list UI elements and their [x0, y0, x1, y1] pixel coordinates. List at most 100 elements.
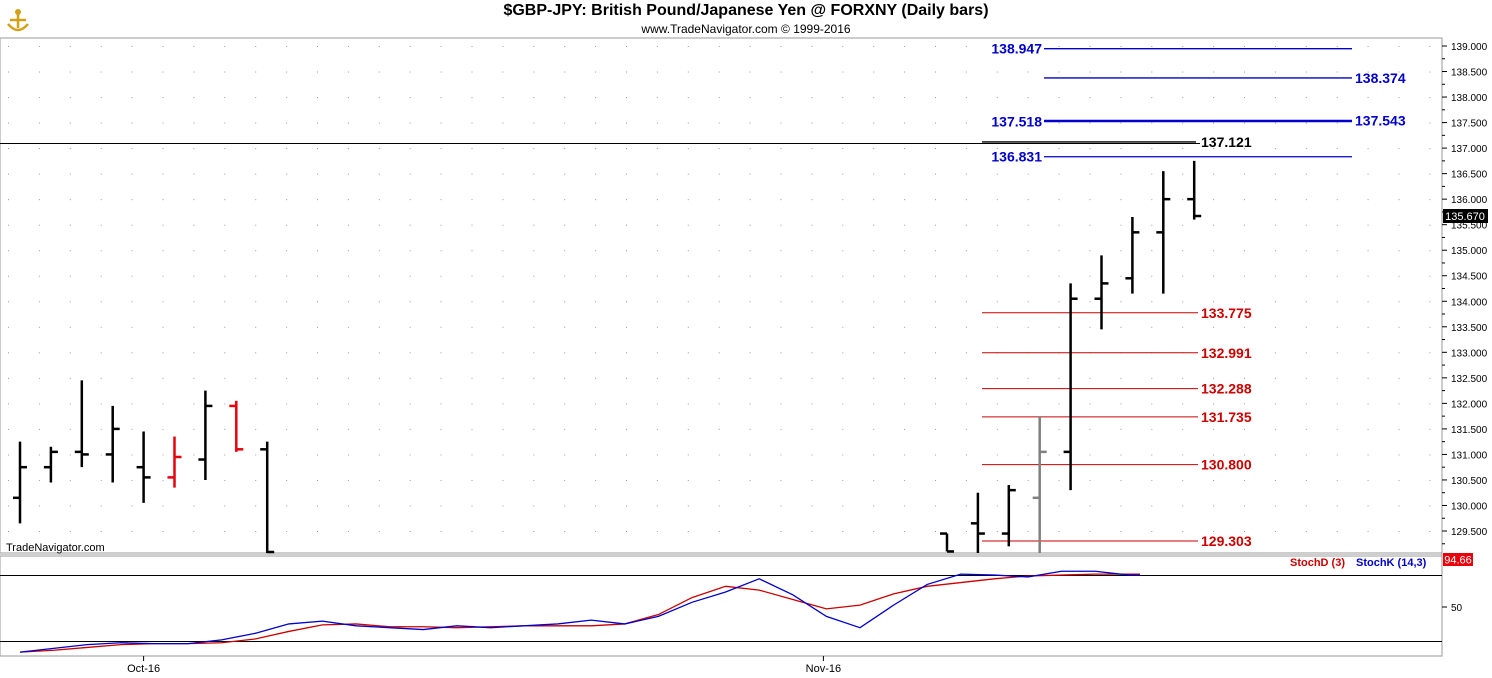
grid-dot	[1244, 46, 1245, 47]
grid-dot	[1058, 479, 1060, 481]
grid-dot	[1336, 224, 1338, 226]
grid-dot	[1151, 275, 1153, 277]
grid-dot	[317, 531, 318, 532]
grid-dot	[533, 46, 535, 47]
grid-dot	[1182, 46, 1184, 47]
grid-dot	[224, 505, 226, 507]
grid-dot	[1151, 148, 1153, 150]
grid-dot	[965, 224, 967, 226]
grid-dot	[224, 275, 226, 277]
grid-dot	[1429, 275, 1431, 277]
grid-dot	[378, 454, 380, 456]
grid-dot	[502, 122, 504, 124]
grid-dot	[904, 250, 906, 252]
price-axis-label: 136.500	[1451, 170, 1488, 181]
grid-dot	[162, 250, 164, 252]
level-label: 137.121	[1201, 134, 1252, 150]
grid-dot	[1213, 250, 1215, 252]
grid-dot	[440, 403, 442, 405]
grid-dot	[595, 403, 597, 405]
grid-dot	[749, 531, 751, 532]
grid-dot	[1367, 505, 1369, 507]
grid-dot	[1336, 148, 1338, 150]
grid-dot	[286, 531, 288, 532]
grid-dot	[1213, 275, 1215, 277]
grid-dot	[1182, 122, 1184, 124]
grid-dot	[100, 326, 102, 328]
grid-dot	[255, 352, 257, 354]
grid-dot	[1182, 403, 1184, 405]
grid-dot	[1151, 224, 1153, 226]
grid-dot	[1336, 352, 1338, 354]
grid-dot	[378, 352, 380, 354]
grid-dot	[224, 97, 226, 99]
grid-dot	[162, 454, 164, 456]
grid-dot	[687, 46, 689, 47]
grid-dot	[595, 97, 597, 99]
grid-dot	[1398, 122, 1400, 124]
grid-dot	[811, 479, 813, 481]
grid-dot	[595, 326, 597, 328]
grid-dot	[718, 97, 720, 99]
price-axis-label: 130.500	[1451, 476, 1488, 487]
grid-dot	[69, 97, 71, 99]
grid-dot	[595, 199, 597, 201]
grid-dot	[38, 224, 40, 226]
grid-dot	[656, 326, 658, 328]
grid-dot	[656, 454, 658, 456]
grid-dot	[656, 250, 658, 252]
grid-dot	[440, 326, 442, 328]
grid-dot	[162, 199, 164, 201]
grid-dot	[904, 97, 906, 99]
grid-dot	[965, 454, 967, 456]
grid-dot	[100, 224, 102, 226]
grid-dot	[1367, 301, 1369, 303]
grid-dot	[162, 148, 164, 150]
grid-dot	[811, 428, 813, 430]
grid-dot	[1027, 428, 1029, 430]
grid-dot	[1058, 505, 1060, 507]
grid-dot	[1027, 199, 1029, 201]
grid-dot	[1213, 352, 1215, 354]
grid-dot	[1213, 531, 1215, 532]
grid-dot	[873, 326, 875, 328]
grid-dot	[996, 428, 998, 430]
grid-dot	[842, 352, 844, 354]
grid-dot	[1120, 505, 1122, 507]
grid-dot	[564, 454, 566, 456]
grid-dot	[1089, 403, 1091, 405]
grid-dot	[1058, 377, 1060, 379]
grid-dot	[1058, 148, 1060, 150]
grid-dot	[224, 377, 226, 379]
grid-dot	[1336, 479, 1338, 481]
grid-dot	[1120, 224, 1122, 226]
grid-dot	[1027, 454, 1029, 456]
grid-dot	[1182, 97, 1184, 99]
grid-dot	[1244, 71, 1245, 73]
legend-stochk: StochK (14,3)	[1356, 557, 1427, 569]
grid-dot	[1027, 505, 1029, 507]
grid-dot	[255, 505, 257, 507]
grid-dot	[1367, 326, 1369, 328]
grid-dot	[1120, 122, 1122, 124]
grid-dot	[965, 505, 967, 507]
grid-dot	[626, 352, 627, 354]
grid-dot	[1429, 454, 1431, 456]
grid-dot	[8, 505, 9, 507]
last-price-tag-bg	[1443, 209, 1488, 223]
grid-dot	[1151, 505, 1153, 507]
grid-dot	[1151, 531, 1153, 532]
grid-dot	[347, 173, 349, 175]
grid-dot	[780, 97, 782, 99]
grid-dot	[1244, 352, 1245, 354]
grid-dot	[1336, 122, 1338, 124]
grid-dot	[1120, 454, 1122, 456]
grid-dot	[1027, 250, 1029, 252]
level-label: 130.800	[1201, 457, 1252, 473]
grid-dot	[1336, 199, 1338, 201]
grid-dot	[347, 377, 349, 379]
grid-dot	[255, 275, 257, 277]
grid-dot	[749, 46, 751, 47]
grid-dot	[1398, 148, 1400, 150]
grid-dot	[38, 531, 40, 532]
